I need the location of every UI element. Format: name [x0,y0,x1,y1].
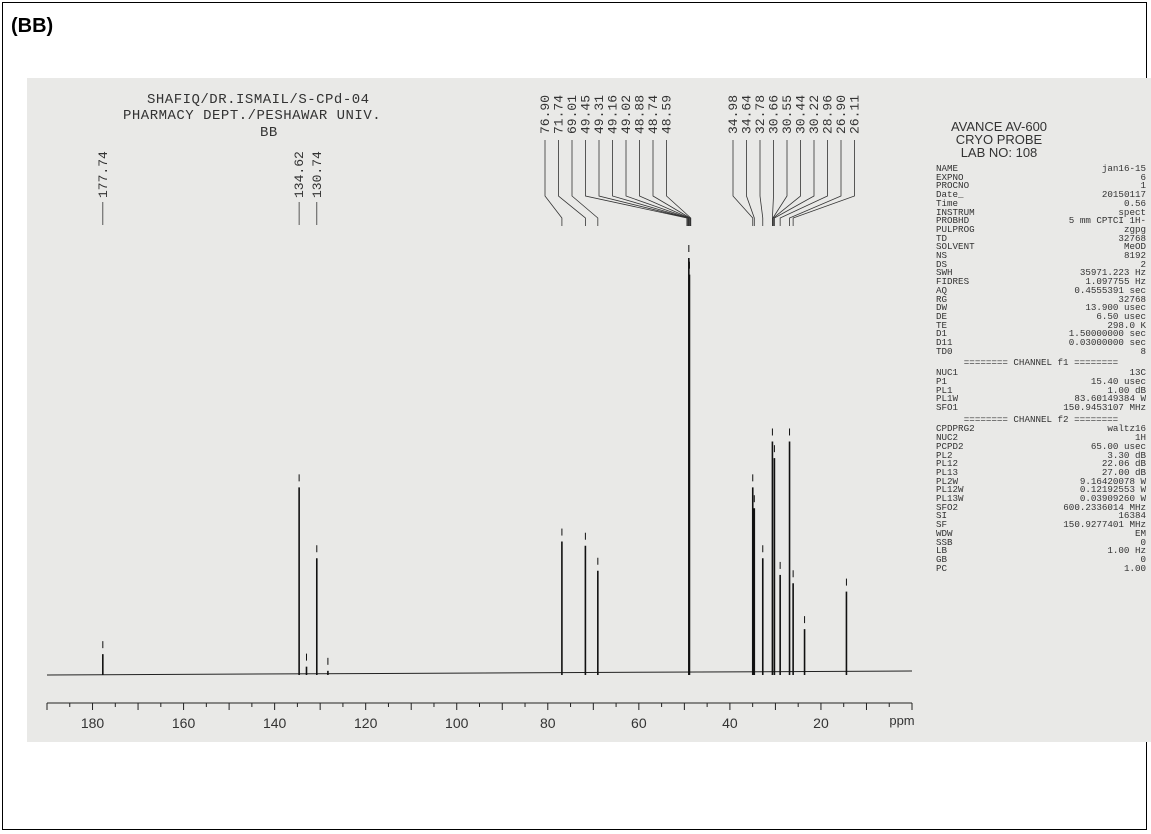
param-row: D11 0.03000000 sec [936,339,1146,348]
peak-label: 130.74 [310,151,325,198]
acquisition-parameters: NAME jan16-15 EXPNO 6 PROCNO 1 Date_ 20150117 Ti… [936,165,1146,573]
channel-f1-param-list: NUC1 13C P1 15.40 usec PL1 1.00 dB PL1W 83.6014… [936,369,1146,413]
param-name: SFO1 [936,404,958,413]
peak-label: 26.11 [848,95,863,134]
param-row: AQ 0.4555391 sec [936,287,1146,296]
param-row: SFO1 150.9453107 MHz [936,404,1146,413]
param-row: LB 1.00 Hz [936,547,1146,556]
x-tick-label: 120 [354,715,378,731]
x-tick-label: 180 [81,715,105,731]
peak-label-leader [545,140,562,226]
peak-label-leader [774,140,814,226]
x-tick-label: 140 [263,715,287,731]
spectrum-baseline [47,671,912,675]
panel-label: (BB) [11,15,53,38]
param-row: NAME jan16-15 [936,165,1146,174]
param-row: PULPROG zgpg [936,226,1146,235]
param-row: Date_ 20150117 [936,191,1146,200]
x-tick-label: 60 [631,715,647,731]
param-name: TD0 [936,348,953,357]
param-value: 150.9453107 MHz [1063,404,1146,413]
peak-label-leader [572,140,598,226]
acquisition-param-list: NAME jan16-15 EXPNO 6 PROCNO 1 Date_ 20150117 Ti… [936,165,1146,356]
nmr-spectrum: 180 160 140 120 100 80 60 40 20 ppm 177.74 134.62 13… [27,78,932,742]
peak-label-leader [772,140,773,226]
peak-label: 177.74 [96,151,111,198]
peak-label-leader [760,140,763,226]
instrument-line-3: LAB NO: 108 [939,146,1059,159]
param-row: WDW EM [936,530,1146,539]
param-row: GB 0 [936,556,1146,565]
param-row: CPDPRG2 waltz16 [936,425,1146,434]
x-tick-label: 80 [540,715,556,731]
peak-label: 134.62 [292,151,307,198]
peak-label-leader [747,140,755,226]
instrument-block: AVANCE AV-600 CRYO PROBE LAB NO: 108 [939,120,1059,159]
param-row: PC 1.00 [936,565,1146,574]
x-tick-label: 40 [722,715,738,731]
peak-label-leader [613,140,689,226]
param-value: jan16-15 [1102,165,1146,174]
param-value: 8 [1140,348,1146,357]
peak-label-leader [626,140,689,226]
param-value: 1.00 [1124,565,1146,574]
channel-f2-param-list: CPDPRG2 waltz16 NUC2 1H PCPD2 65.00 usec PL2 3.… [936,425,1146,573]
x-axis-label: ppm [889,713,914,728]
param-value: 150.9277401 MHz [1063,521,1146,530]
param-row: TD0 8 [936,348,1146,357]
param-value: 0.03000000 sec [1069,339,1146,348]
param-name: PC [936,565,947,574]
peak-label-leader [733,140,753,226]
param-row: SFO2 600.2336014 MHz [936,504,1146,513]
channel-f1-title: ======== CHANNEL f1 ======== [936,359,1146,368]
peak-label: 48.59 [660,95,675,134]
peak-label-leader [793,140,854,226]
param-row: SF 150.9277401 MHz [936,521,1146,530]
peak-label-leader [790,140,841,226]
param-row: NS 8192 [936,252,1146,261]
x-tick-label: 160 [172,715,196,731]
x-tick-label: 100 [445,715,469,731]
param-row: SOLVENT MeOD [936,243,1146,252]
x-tick-label: 20 [813,715,829,731]
